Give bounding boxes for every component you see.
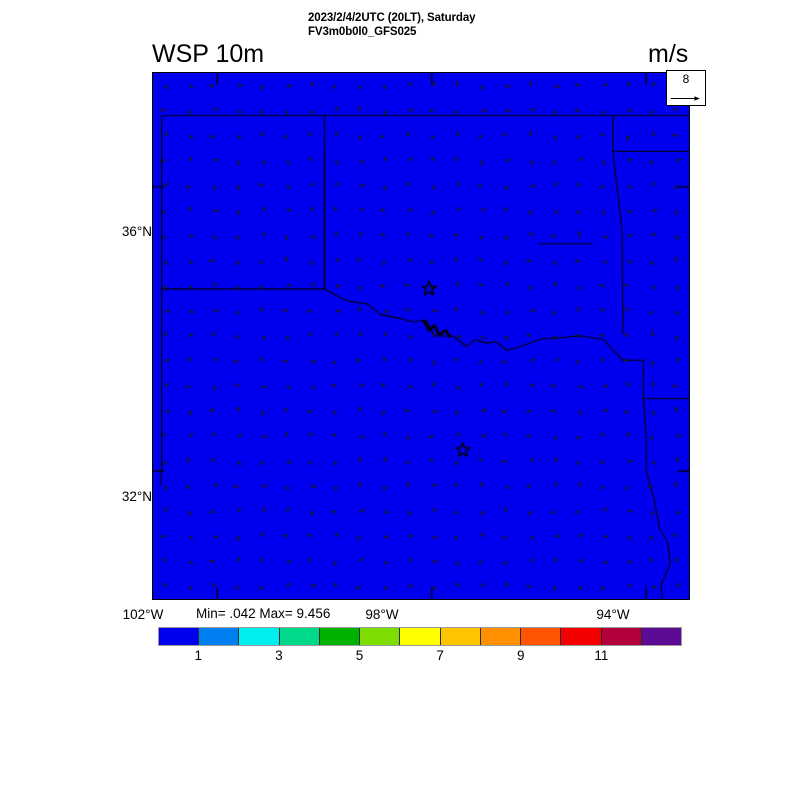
colorbar-tick-label: 9 [517, 648, 525, 663]
lon-tick-label-98w: 98°W [365, 607, 399, 622]
wind-arrow-icon [671, 96, 700, 101]
datetime-title: 2023/2/4/2UTC (20LT), Saturday [308, 12, 476, 24]
colorbar-tick-label: 5 [355, 648, 364, 663]
colorbar-cell [239, 628, 280, 645]
reference-vector-key: 8 [666, 70, 706, 106]
map-plot-frame [152, 72, 690, 600]
colorbar-cell [159, 628, 200, 645]
colorbar-cell [199, 628, 240, 645]
variable-label: WSP 10m [152, 40, 265, 68]
colorbar-cell [601, 628, 642, 645]
wind-speed-map [153, 73, 689, 599]
colorbar-cell [521, 628, 562, 645]
reference-vector-value: 8 [682, 72, 690, 86]
colorbar-tick-label: 7 [436, 648, 444, 663]
colorbar-cell [319, 628, 361, 645]
model-title: FV3m0b0l0_GFS025 [308, 25, 417, 38]
colorbar-swatches [158, 627, 682, 646]
colorbar-cell [400, 628, 441, 645]
colorbar-tick-label: 3 [275, 648, 283, 663]
colorbar [158, 627, 682, 646]
colorbar-cell [360, 628, 401, 645]
lon-tick-label-94w: 94°W [596, 607, 630, 622]
colorbar-cell [480, 628, 522, 645]
colorbar-cell [561, 628, 602, 645]
lon-tick-label-102w: 102°W [122, 607, 164, 622]
chart-title-block: 2023/2/4/2UTC (20LT), Saturday FV3m0b0l0… [308, 12, 728, 39]
colorbar-cell [641, 628, 682, 645]
min-max-statistics: Min= .042 Max= 9.456 [196, 606, 331, 621]
units-label: m/s [648, 40, 689, 68]
colorbar-tick-label: 11 [594, 648, 609, 663]
colorbar-cell [279, 628, 320, 645]
colorbar-tick-labels: 1 3 5 7 9 11 [158, 648, 682, 666]
lat-tick-label-36n: 36°N [121, 224, 152, 239]
colorbar-cell [440, 628, 481, 645]
colorbar-tick-label: 1 [194, 648, 203, 663]
lat-tick-label-32n: 32°N [121, 489, 152, 504]
